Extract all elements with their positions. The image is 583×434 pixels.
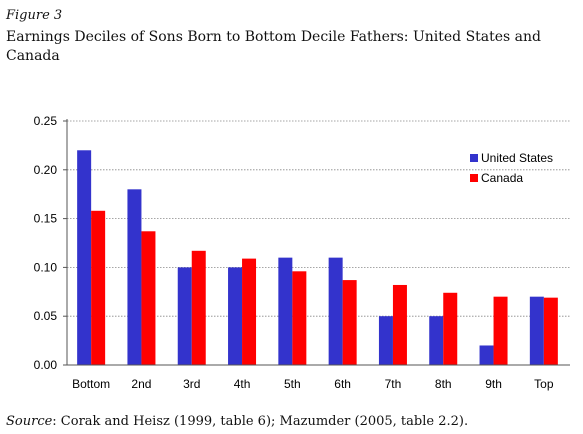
legend: United States Canada bbox=[470, 151, 553, 185]
bar-canada-9th bbox=[493, 296, 508, 365]
x-axis-ticks: Bottom 2nd 3rd 4th 5th 6th 7th 8th 9th Top bbox=[72, 377, 554, 391]
y-tick-label: 0.05 bbox=[34, 309, 58, 323]
bar-united-states-9th bbox=[479, 345, 494, 365]
bar-united-states-top bbox=[529, 296, 544, 365]
bar-canada-top bbox=[543, 297, 558, 365]
x-tick-label: 3rd bbox=[183, 377, 200, 391]
bar-united-states-7th bbox=[378, 316, 393, 365]
y-tick-label: 0.00 bbox=[34, 358, 58, 372]
legend-label-united-states: United States bbox=[481, 151, 553, 165]
bar-canada-8th bbox=[443, 292, 458, 365]
x-tick-label: Bottom bbox=[72, 377, 110, 391]
figure-label: Figure 3 bbox=[6, 8, 63, 23]
bar-canada-3rd bbox=[191, 250, 206, 365]
bar-united-states-2nd bbox=[127, 189, 142, 365]
bar-canada-5th bbox=[292, 271, 307, 365]
bar-united-states-8th bbox=[429, 316, 444, 365]
bar-united-states-5th bbox=[278, 257, 293, 365]
legend-swatch-canada bbox=[470, 174, 478, 182]
chart-title: Earnings Deciles of Sons Born to Bottom … bbox=[6, 29, 542, 64]
bar-canada-6th bbox=[342, 280, 357, 365]
bars bbox=[77, 150, 558, 365]
x-tick-label: 4th bbox=[234, 377, 251, 391]
x-tick-label: 9th bbox=[485, 377, 502, 391]
bar-canada-4th bbox=[242, 258, 257, 365]
y-tick-label: 0.15 bbox=[34, 212, 58, 226]
bar-canada-7th bbox=[392, 284, 407, 365]
y-tick-label: 0.20 bbox=[34, 163, 58, 177]
legend-swatch-united-states bbox=[470, 154, 478, 162]
legend-label-canada: Canada bbox=[481, 171, 523, 185]
bar-united-states-6th bbox=[328, 257, 343, 365]
source-text: : Corak and Heisz (1999, table 6); Mazum… bbox=[52, 414, 469, 429]
x-tick-label: 5th bbox=[284, 377, 301, 391]
y-axis-ticks: 0.00 0.05 0.10 0.15 0.20 0.25 bbox=[34, 114, 67, 372]
bar-canada-2nd bbox=[141, 231, 156, 365]
bar-canada-bottom bbox=[91, 210, 106, 365]
bar-united-states-bottom bbox=[77, 150, 92, 365]
bar-united-states-4th bbox=[228, 267, 243, 365]
y-tick-label: 0.10 bbox=[34, 260, 58, 274]
x-tick-label: 2nd bbox=[131, 377, 151, 391]
x-tick-label: Top bbox=[534, 377, 554, 391]
source-note: Source: Corak and Heisz (1999, table 6);… bbox=[6, 414, 468, 429]
source-prefix: Source bbox=[6, 414, 53, 429]
x-tick-label: 6th bbox=[334, 377, 351, 391]
x-tick-label: 8th bbox=[435, 377, 452, 391]
y-tick-label: 0.25 bbox=[34, 114, 58, 128]
x-tick-label: 7th bbox=[385, 377, 402, 391]
bar-united-states-3rd bbox=[177, 267, 192, 365]
